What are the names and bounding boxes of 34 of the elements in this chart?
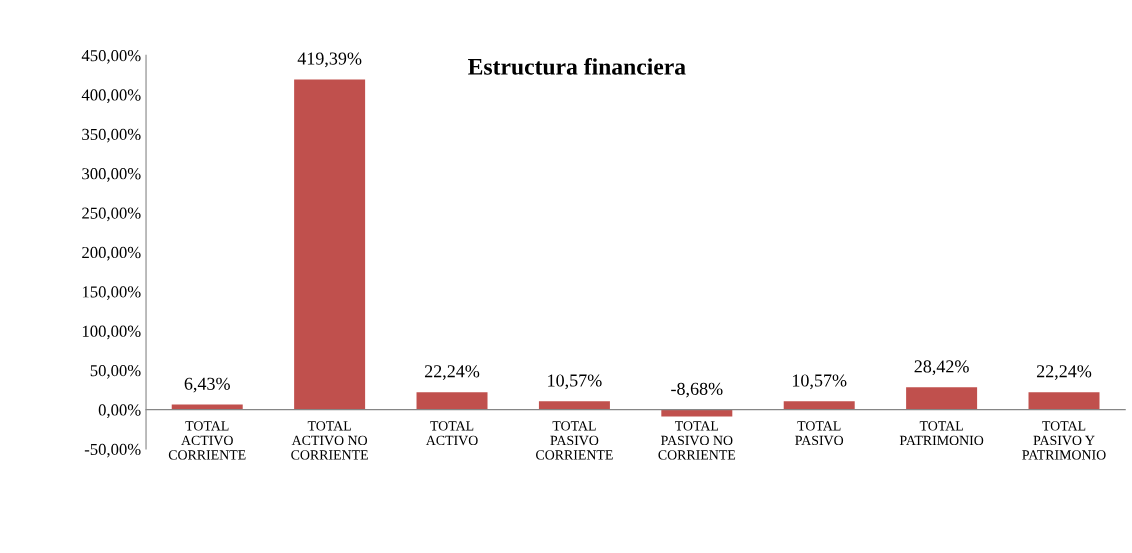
y-tick-label: 200,00% [82,246,141,261]
data-label: -8,68% [671,382,723,398]
x-tick-label: TOTAL PASIVO [795,421,844,446]
y-tick-label: 0,00% [98,404,141,419]
bar [416,392,488,410]
y-tick-label: 350,00% [82,128,141,143]
x-tick-label: TOTAL PASIVO NO CORRIENTE [658,421,736,460]
data-label: 10,57% [548,374,602,390]
bar [1028,392,1100,410]
y-tick-label: 150,00% [82,286,141,300]
bar [906,387,978,410]
x-tick-label: TOTAL PASIVO CORRIENTE [536,421,613,460]
x-tick-label: TOTAL ACTIVO [425,421,478,446]
data-label: 22,24% [424,365,480,380]
data-label: 10,57% [792,374,847,390]
data-label: 28,42% [914,360,969,376]
bar [783,401,855,410]
x-tick-label: TOTAL ACTIVO CORRIENTE [168,421,246,460]
data-label: 22,24% [1036,365,1092,380]
y-tick-label: 250,00% [82,207,141,222]
y-tick-label: 300,00% [82,168,141,182]
data-label: 419,39% [297,52,362,68]
x-tick-label: TOTAL ACTIVO NO CORRIENTE [291,421,368,460]
y-tick-label: 50,00% [90,364,141,379]
bar [294,79,366,410]
x-tick-label: TOTAL PASIVO Y PATRIMONIO [1022,421,1106,460]
bar [538,401,610,410]
y-tick-label: 100,00% [82,325,141,340]
chart-title: Estructura financiera [468,57,686,75]
y-tick-label: 450,00% [81,50,141,64]
y-tick-label: -50,00% [84,443,141,458]
data-label: 6,43% [184,377,230,393]
x-tick-label: TOTAL PATRIMONIO [899,421,984,446]
y-tick-label: 400,00% [81,89,141,104]
